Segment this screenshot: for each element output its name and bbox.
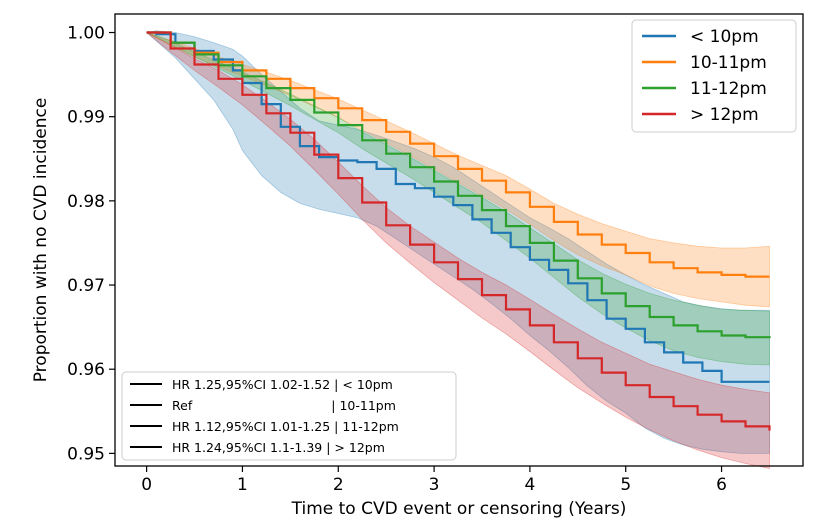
x-tick-label-5: 5	[620, 475, 631, 495]
y-tick-label-5: 1.00	[67, 24, 105, 44]
hr-legend-label-1: Ref | 10-11pm	[172, 398, 396, 413]
hazard-ratio-legend: HR 1.25,95%CI 1.02-1.52 | < 10pm Ref | 10…	[121, 371, 457, 461]
x-tick-label-4: 4	[524, 475, 535, 495]
legend-label-2: 11-12pm	[690, 79, 767, 99]
hr-legend-label-0: HR 1.25,95%CI 1.02-1.52 | < 10pm	[172, 377, 393, 392]
survival-line-series-1	[146, 31, 770, 278]
y-tick-label-3: 0.98	[67, 192, 105, 212]
hr-legend-box	[121, 371, 457, 461]
survival-line-series-2	[146, 31, 771, 339]
y-axis-label: Proportion with no CVD incidence	[31, 98, 51, 383]
hr-legend-label-2: HR 1.12,95%CI 1.01-1.25 | 11-12pm	[172, 419, 399, 434]
y-tick-label-4: 0.99	[67, 108, 105, 128]
x-axis-ticks: 0 1 2 3 4 5 6	[141, 466, 727, 495]
y-tick-label-1: 0.96	[67, 360, 105, 380]
survival-line-series-3	[146, 31, 771, 431]
plot-frame	[114, 13, 804, 467]
x-tick-label-2: 2	[333, 475, 344, 495]
x-axis-label: Time to CVD event or censoring (Years)	[291, 499, 627, 519]
legend-box	[631, 19, 797, 133]
series-legend: < 10pm 10-11pm 11-12pm > 12pm	[631, 19, 797, 133]
legend-label-0: < 10pm	[690, 27, 759, 47]
x-tick-label-0: 0	[141, 475, 152, 495]
legend-label-3: > 12pm	[690, 105, 759, 125]
y-axis-ticks: 0.95 0.96 0.97 0.98 0.99 1.00	[67, 24, 115, 464]
survival-lines	[146, 31, 771, 431]
x-tick-label-1: 1	[237, 475, 248, 495]
x-tick-label-3: 3	[429, 475, 440, 495]
hr-legend-label-3: HR 1.24,95%CI 1.1-1.39 | > 12pm	[172, 440, 385, 455]
ci-band-series-3	[146, 32, 770, 469]
survival-line-series-0	[146, 31, 770, 383]
y-tick-label-0: 0.95	[67, 444, 105, 464]
y-tick-label-2: 0.97	[67, 276, 105, 296]
legend-label-1: 10-11pm	[690, 53, 767, 73]
x-tick-label-6: 6	[716, 475, 727, 495]
